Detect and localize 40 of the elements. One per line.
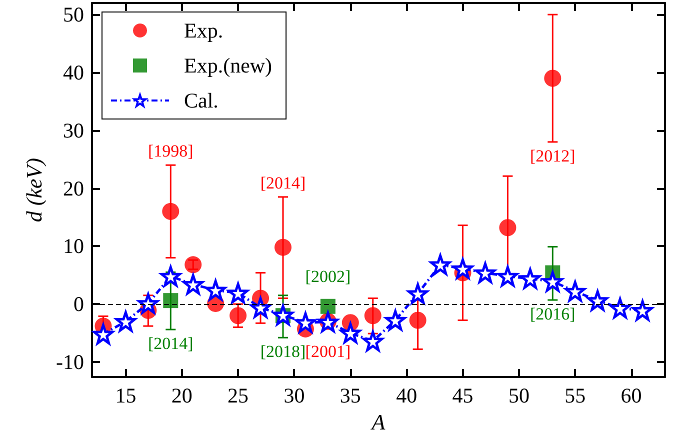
annotation: [2012] <box>530 146 576 166</box>
annotation: [2014] <box>260 173 306 192</box>
legend-label: Exp.(new) <box>184 54 272 78</box>
point <box>409 312 426 329</box>
y-tick-label: 40 <box>63 60 84 84</box>
x-tick-label: 20 <box>171 384 192 408</box>
x-tick-label: 50 <box>508 384 530 408</box>
point <box>163 293 178 308</box>
point <box>274 238 292 256</box>
annotation: [1998] <box>148 142 194 161</box>
point <box>230 307 247 324</box>
y-axis-title: d (keV) <box>22 158 47 222</box>
x-tick-label: 40 <box>396 384 418 408</box>
annotation: [2016] <box>530 304 576 324</box>
x-tick-label: 35 <box>340 384 361 408</box>
x-tick-label: 15 <box>115 384 136 408</box>
point <box>499 219 516 236</box>
annotation: [2002] <box>305 266 351 286</box>
y-tick-label: 50 <box>63 2 84 27</box>
y-tick-label: 10 <box>63 234 84 258</box>
annotation: [2014] <box>148 334 194 354</box>
x-tick-label: 45 <box>452 384 474 408</box>
x-axis-title: A <box>370 409 386 434</box>
point <box>320 298 336 314</box>
x-tick-label: 55 <box>564 384 586 408</box>
y-tick-label: 0 <box>74 292 84 316</box>
y-tick-label: 30 <box>63 118 84 142</box>
y-tick-label: 20 <box>63 176 84 200</box>
legend-label: Cal. <box>184 88 218 112</box>
y-tick-label: -10 <box>56 350 84 374</box>
point <box>184 256 202 274</box>
legend-label: Exp. <box>184 18 224 42</box>
x-tick-label: 60 <box>620 384 642 408</box>
x-tick-label: 30 <box>284 384 305 408</box>
annotation: [2018] <box>260 342 306 362</box>
point <box>364 307 382 324</box>
point <box>162 202 180 220</box>
x-tick-label: 25 <box>228 384 249 408</box>
annotation: [2001] <box>305 342 351 361</box>
point <box>544 70 562 87</box>
